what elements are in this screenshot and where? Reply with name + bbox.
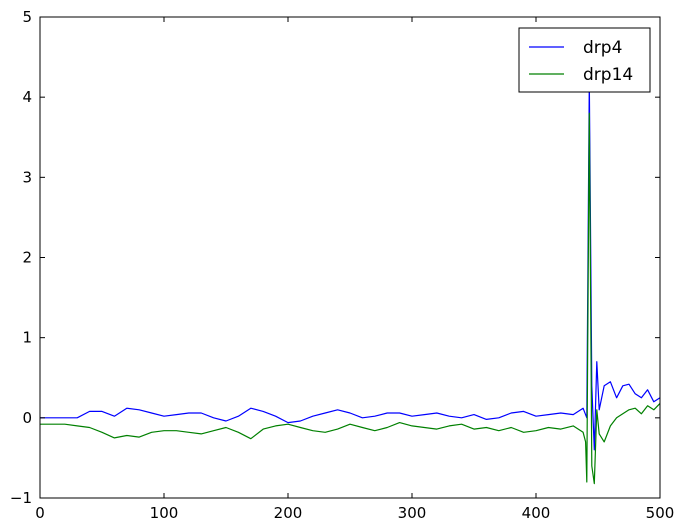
y-tick-label: 3 xyxy=(22,168,32,186)
series-layer xyxy=(40,80,661,485)
x-tick-label: 300 xyxy=(398,504,427,522)
x-tick-label: 0 xyxy=(35,504,45,522)
y-tick-label: 0 xyxy=(22,409,32,427)
legend: drp4 drp14 xyxy=(518,27,651,93)
x-tick-label: 500 xyxy=(646,504,675,522)
y-tick-label: 5 xyxy=(22,8,32,26)
y-tick-label: 4 xyxy=(22,88,32,106)
plot-background xyxy=(40,17,660,498)
legend-label-drp4: drp4 xyxy=(583,38,622,58)
x-tick-label: 400 xyxy=(522,504,551,522)
series-line-drp14 xyxy=(40,112,661,485)
legend-label-drp14: drp14 xyxy=(583,65,633,85)
y-tick-label: −1 xyxy=(10,489,32,507)
series-line-drp4 xyxy=(40,80,661,451)
x-tick-label: 200 xyxy=(274,504,303,522)
y-tick-label: 2 xyxy=(22,249,32,267)
legend-box xyxy=(518,27,651,93)
y-tick-label: 1 xyxy=(22,329,32,347)
x-tick-label: 100 xyxy=(150,504,179,522)
